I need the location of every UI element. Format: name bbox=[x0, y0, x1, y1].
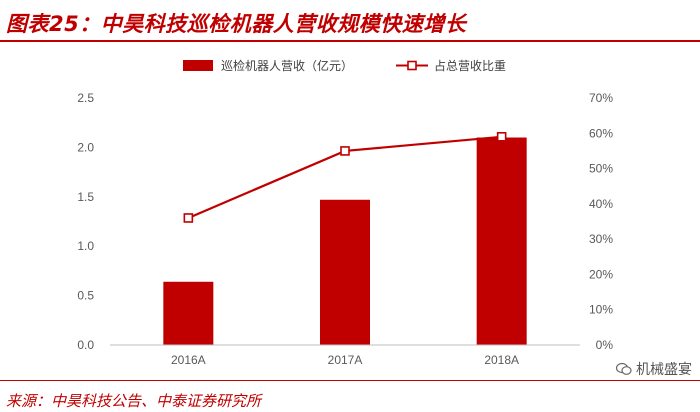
line-point bbox=[496, 132, 507, 142]
bar bbox=[163, 281, 214, 345]
line-point bbox=[340, 146, 350, 156]
legend-label-line: 占总营收比重 bbox=[434, 58, 506, 73]
y-right-tick-label: 0% bbox=[596, 338, 614, 352]
y-left-tick-label: 1.0 bbox=[77, 239, 94, 253]
legend-swatch-marker bbox=[407, 60, 417, 71]
y-right-tick-label: 30% bbox=[589, 232, 613, 246]
source-note: 来源：中昊科技公告、中泰证券研究所 bbox=[6, 392, 262, 410]
y-right-tick-label: 40% bbox=[589, 197, 613, 211]
legend-swatch-bar bbox=[183, 60, 213, 71]
y-right-tick-label: 70% bbox=[589, 91, 613, 105]
footer-rule bbox=[0, 380, 700, 381]
y-left-tick-label: 2.0 bbox=[77, 140, 94, 154]
y-left-tick-label: 0.5 bbox=[77, 289, 94, 303]
figure-footer: 来源：中昊科技公告、中泰证券研究所 机械盛宴 bbox=[0, 362, 700, 412]
legend: 巡检机器人营收（亿元） 占总营收比重 bbox=[183, 58, 506, 73]
y-left-tick-label: 1.5 bbox=[77, 190, 94, 204]
legend-label-bar: 巡检机器人营收（亿元） bbox=[221, 58, 353, 73]
y-right-tick-label: 10% bbox=[589, 303, 613, 317]
y-right-tick-label: 50% bbox=[589, 162, 613, 176]
bar bbox=[476, 137, 527, 345]
figure-header: 图表25：中昊科技巡检机器人营收规模快速增长 bbox=[0, 0, 700, 44]
x-tick-label: 2017A bbox=[328, 353, 363, 367]
bar bbox=[320, 199, 370, 345]
title-rule bbox=[0, 40, 700, 42]
y-left-tick-label: 0.0 bbox=[77, 338, 94, 352]
y-left-tick-label: 2.5 bbox=[77, 91, 94, 105]
watermark: 机械盛宴 bbox=[616, 359, 692, 379]
y-right-tick-label: 20% bbox=[589, 267, 613, 281]
figure-title: 图表25：中昊科技巡检机器人营收规模快速增长 bbox=[6, 12, 467, 36]
watermark-text: 机械盛宴 bbox=[636, 362, 692, 378]
x-tick-label: 2018A bbox=[484, 353, 519, 367]
y-right-tick-label: 60% bbox=[589, 126, 613, 140]
x-tick-label: 2016A bbox=[171, 353, 206, 367]
revenue-chart: 0.0 0.5 1.0 1.5 2.0 2.5 0% 10% 20% 30% 40% 50% 60% 70… bbox=[77, 58, 614, 367]
line-point bbox=[183, 213, 194, 223]
wechat-icon bbox=[616, 362, 632, 375]
